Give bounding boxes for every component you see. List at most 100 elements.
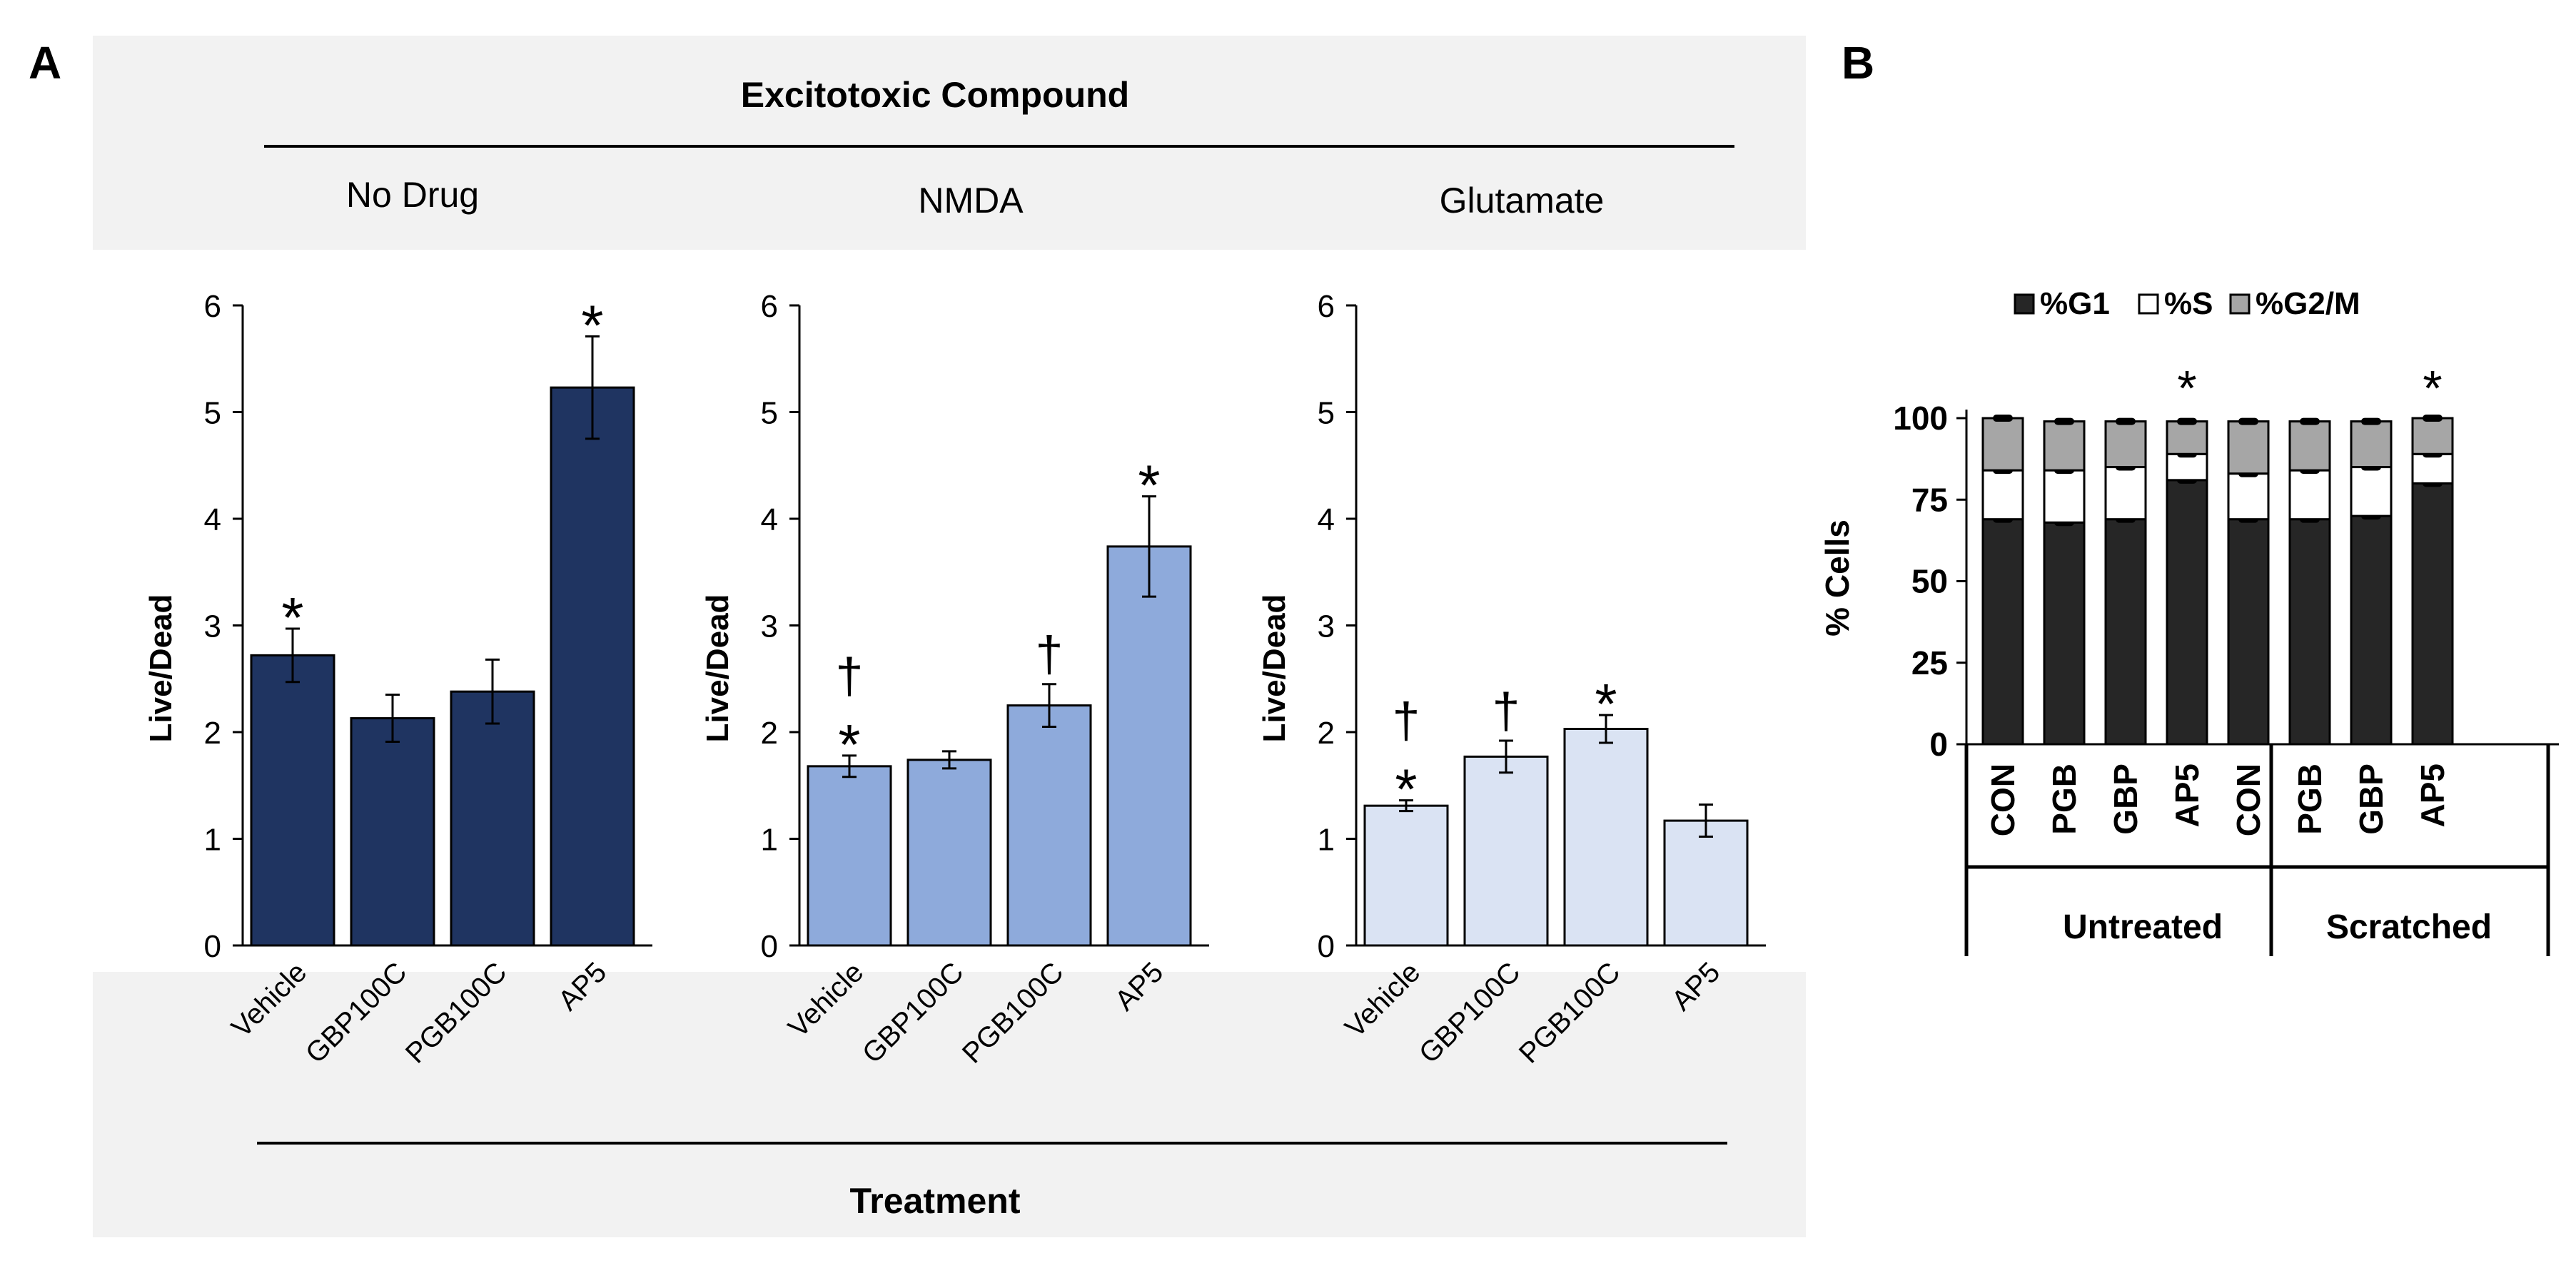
y-tick-label: 6 — [1318, 289, 1335, 324]
segment-g1 — [1981, 518, 2024, 746]
significance-star: * — [581, 293, 603, 357]
segment-g2m — [2350, 420, 2393, 469]
segment-g1 — [2350, 514, 2393, 746]
segment-g2m — [1981, 417, 2024, 472]
segment-g1 — [2166, 479, 2208, 746]
group-label-no-drug: No Drug — [346, 175, 479, 215]
y-tick-label: 4 — [204, 502, 221, 537]
legend-label-g1: %G1 — [2040, 286, 2110, 321]
y-tick-label: 4 — [1318, 502, 1335, 537]
y-axis-label: Live/Dead — [1257, 594, 1292, 743]
panel-b-label: B — [1842, 37, 1874, 88]
significance-star: * — [838, 713, 860, 776]
y-tick-label: 4 — [761, 502, 778, 537]
y-axis-label: % Cells — [1819, 519, 1856, 636]
panel-a-header-band — [93, 36, 1806, 250]
y-tick-label: 5 — [1318, 396, 1335, 431]
segment-g2m — [2166, 420, 2208, 455]
significance-star: * — [1395, 758, 1417, 821]
segment-g1 — [2411, 482, 2454, 746]
bar — [1563, 728, 1649, 947]
y-tick-label: 2 — [1318, 716, 1335, 751]
category-label: AP5 — [2414, 764, 2451, 827]
panel-a-label: A — [29, 37, 61, 88]
y-tick-label: 3 — [204, 609, 221, 644]
segment-g1 — [2104, 518, 2147, 746]
segment-g2m — [2043, 420, 2086, 472]
category-label: GBP — [2353, 764, 2390, 835]
y-tick-label: 5 — [204, 396, 221, 431]
y-tick-label: 100 — [1893, 400, 1948, 437]
category-label: PGB — [2046, 764, 2083, 835]
y-tick-label: 1 — [1318, 823, 1335, 858]
segment-s — [2288, 469, 2331, 521]
significance-dagger: † — [1393, 693, 1420, 749]
y-tick-label: 6 — [204, 289, 221, 324]
y-tick-label: 1 — [204, 823, 221, 858]
group-label-nmda: NMDA — [918, 181, 1024, 220]
category-label: PGB — [2291, 764, 2328, 835]
bar — [250, 654, 335, 947]
y-tick-label: 1 — [761, 823, 778, 858]
segment-s — [2227, 472, 2270, 521]
y-axis-label: Live/Dead — [143, 594, 178, 743]
y-tick-label: 0 — [1318, 929, 1335, 964]
bar — [1363, 804, 1449, 947]
bar — [906, 759, 992, 947]
y-tick-label: 0 — [1929, 726, 1948, 763]
segment-g2m — [2227, 420, 2270, 475]
bar — [450, 690, 535, 947]
segment-g2m — [2411, 417, 2454, 455]
legend-swatch-g1 — [2014, 293, 2035, 315]
chart-nmda: 0123456Live/Dead*†VehicleGBP100C†PGB100C… — [700, 289, 1209, 1070]
segment-g1 — [2043, 521, 2086, 746]
y-tick-label: 3 — [1318, 609, 1335, 644]
y-tick-label: 25 — [1911, 644, 1948, 681]
group-label-untreated: Untreated — [2063, 908, 2223, 946]
y-tick-label: 0 — [204, 929, 221, 964]
legend-swatch-g2m — [2229, 293, 2251, 315]
group-label-glutamate: Glutamate — [1440, 181, 1605, 220]
segment-g1 — [2288, 518, 2331, 746]
segment-g1 — [2227, 518, 2270, 746]
category-label: CON — [1984, 764, 2021, 836]
y-tick-label: 50 — [1911, 563, 1948, 600]
bar — [1106, 545, 1192, 947]
y-tick-label: 6 — [761, 289, 778, 324]
significance-star: * — [2177, 360, 2196, 416]
segment-g2m — [2288, 420, 2331, 472]
y-axis-label: Live/Dead — [700, 594, 735, 743]
bar — [350, 717, 435, 947]
significance-dagger: † — [1036, 627, 1064, 682]
group-label-scratched: Scratched — [2326, 908, 2492, 946]
significance-star: * — [2423, 360, 2442, 416]
bar — [550, 386, 635, 947]
bar — [1006, 704, 1092, 947]
significance-star: * — [1138, 454, 1160, 517]
y-tick-label: 75 — [1911, 481, 1948, 518]
legend-label-g2m: %G2/M — [2256, 286, 2360, 321]
category-label: AP5 — [2168, 764, 2206, 827]
segment-s — [2043, 469, 2086, 524]
significance-star: * — [281, 586, 303, 649]
bar — [1463, 755, 1549, 947]
significance-dagger: † — [1492, 683, 1520, 739]
segment-s — [2166, 452, 2208, 482]
category-label: GBP — [2107, 764, 2144, 835]
excitotoxic-compound-header: Excitotoxic Compound — [741, 75, 1129, 115]
y-tick-label: 3 — [761, 609, 778, 644]
treatment-footer: Treatment — [850, 1181, 1021, 1221]
segment-s — [2104, 466, 2147, 521]
y-tick-label: 2 — [761, 716, 778, 751]
panel-a-footer-band — [93, 972, 1806, 1237]
segment-s — [2350, 466, 2393, 517]
y-tick-label: 0 — [761, 929, 778, 964]
bar — [807, 765, 892, 947]
y-tick-label: 2 — [204, 716, 221, 751]
chart-glutamate: 0123456Live/Dead*†Vehicle†GBP100C*PGB100… — [1257, 289, 1766, 1070]
legend-swatch-s — [2138, 293, 2159, 315]
segment-g2m — [2104, 420, 2147, 469]
y-tick-label: 5 — [761, 396, 778, 431]
